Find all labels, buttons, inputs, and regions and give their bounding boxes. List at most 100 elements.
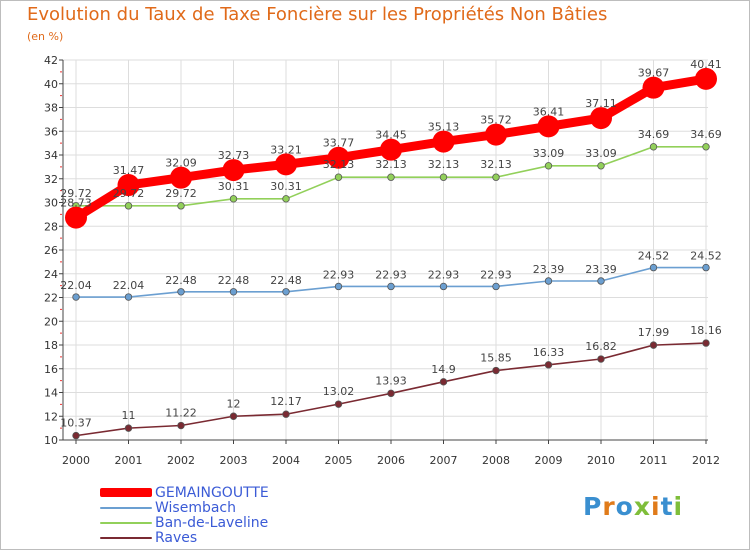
data-point [439, 173, 448, 181]
data-label: 24.52 [638, 250, 670, 263]
data-label: 23.39 [533, 263, 565, 276]
data-label: 35.72 [480, 114, 512, 127]
x-tick-label: 2002 [167, 454, 195, 467]
chart-title: Evolution du Taux de Taxe Foncière sur l… [27, 4, 608, 25]
data-point [544, 162, 553, 170]
y-tick-label: 18 [44, 339, 58, 352]
data-point [229, 412, 238, 420]
data-label: 31.47 [113, 164, 145, 177]
data-point [124, 424, 133, 432]
data-point [597, 162, 605, 170]
data-point [72, 293, 80, 301]
proxiti-logo: Proxiti [583, 492, 683, 521]
y-tick-label: 34 [44, 149, 58, 162]
data-point [702, 143, 710, 151]
y-tick-label: 12 [44, 410, 58, 423]
data-point [334, 282, 343, 291]
data-label: 33.09 [585, 147, 617, 160]
data-point [702, 263, 710, 272]
data-label: 12 [227, 397, 241, 410]
logo-letter: i [651, 492, 661, 521]
data-label: 30.31 [270, 180, 302, 193]
data-point [275, 153, 297, 176]
data-label: 32.13 [428, 158, 460, 171]
data-label: 11.22 [165, 407, 197, 420]
data-label: 16.82 [585, 340, 617, 353]
data-point [65, 206, 87, 229]
legend-item-ban-de-laveline: Ban-de-Laveline [100, 514, 269, 531]
data-point [544, 277, 553, 285]
data-point [229, 288, 238, 296]
x-tick-label: 2009 [535, 454, 563, 467]
data-label: 32.13 [480, 158, 512, 171]
data-point [492, 282, 500, 291]
x-tick-label: 2001 [115, 454, 143, 467]
data-point [177, 421, 185, 430]
data-label: 15.85 [480, 352, 512, 365]
data-point [590, 107, 612, 130]
legend-label: Raves [155, 529, 198, 546]
x-tick-label: 2007 [430, 454, 458, 467]
y-tick-label: 14 [44, 387, 58, 400]
legend-label: GEMAINGOUTTE [155, 484, 269, 501]
data-label: 39.67 [638, 67, 670, 80]
y-tick-label: 22 [44, 292, 58, 305]
data-point [537, 115, 560, 138]
data-point [170, 166, 192, 189]
y-tick-label: 26 [44, 244, 58, 257]
data-label: 37.11 [585, 97, 617, 110]
data-point [282, 288, 290, 296]
data-point [177, 202, 185, 210]
data-label: 22.93 [375, 268, 407, 281]
data-label: 22.48 [218, 274, 250, 287]
data-label: 22.04 [60, 279, 92, 292]
data-label: 24.52 [690, 250, 722, 263]
data-point [72, 431, 80, 440]
data-label: 32.09 [165, 157, 197, 170]
x-tick-label: 2011 [640, 454, 668, 467]
y-tick-label: 28 [44, 220, 58, 233]
data-point [334, 173, 343, 181]
data-label: 34.69 [638, 128, 670, 141]
data-point [492, 366, 500, 375]
x-tick-label: 2008 [482, 454, 510, 467]
x-tick-label: 2010 [587, 454, 615, 467]
data-label: 33.77 [323, 137, 355, 150]
logo-letter: i [673, 492, 684, 521]
legend-label: Wisembach [155, 499, 237, 516]
data-point [597, 277, 605, 285]
data-label: 16.33 [533, 346, 565, 359]
legend-item-raves: Raves [100, 529, 198, 546]
data-label: 34.45 [375, 129, 407, 142]
data-label: 34.69 [690, 128, 722, 141]
data-point [439, 282, 448, 291]
data-point [439, 378, 448, 386]
data-label: 32.13 [375, 158, 407, 171]
data-point [282, 410, 290, 418]
data-point [124, 202, 133, 210]
x-tick-label: 2005 [325, 454, 353, 467]
y-tick-label: 32 [44, 173, 58, 186]
legend-swatch [100, 536, 152, 539]
y-tick-label: 42 [44, 54, 58, 67]
x-tick-label: 2004 [272, 454, 300, 467]
y-tick-label: 24 [44, 268, 58, 281]
data-point [485, 123, 507, 146]
y-tick-label: 16 [44, 363, 58, 376]
data-label: 22.04 [113, 279, 145, 292]
data-point [597, 355, 605, 363]
data-label: 35.13 [428, 121, 460, 134]
data-label: 32.13 [323, 158, 355, 171]
data-point [702, 339, 710, 347]
legend-swatch [100, 521, 152, 524]
data-label: 12.17 [270, 395, 302, 408]
legend-item-gemaingoutte: GEMAINGOUTTE [100, 484, 269, 501]
y-tick-label: 36 [44, 125, 58, 138]
data-label: 17.99 [638, 326, 670, 339]
data-label: 22.93 [428, 268, 460, 281]
data-label: 32.73 [218, 149, 250, 162]
legend-label: Ban-de-Laveline [155, 514, 269, 531]
data-point [649, 263, 658, 272]
y-tick-label: 38 [44, 102, 58, 115]
